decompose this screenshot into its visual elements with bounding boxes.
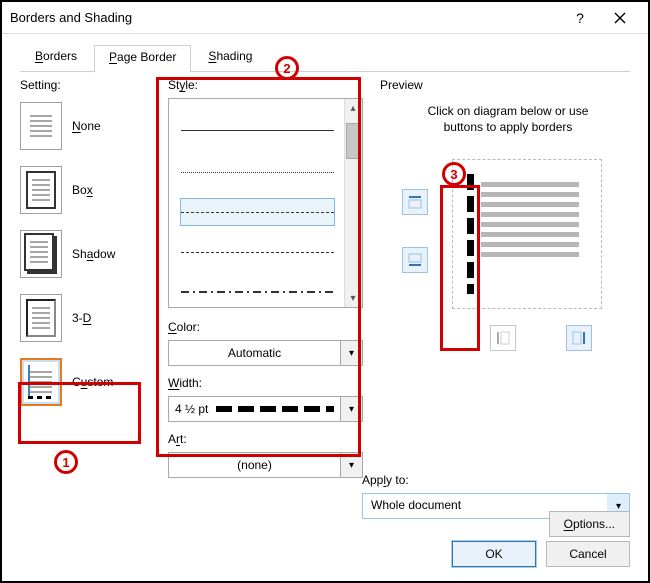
dialog-footer: OK Cancel [452, 541, 630, 567]
cancel-button[interactable]: Cancel [546, 541, 630, 567]
scroll-thumb[interactable] [346, 123, 360, 159]
color-label: Color: [168, 320, 363, 334]
art-label: Art: [168, 432, 363, 446]
scroll-up-icon[interactable]: ▴ [344, 99, 362, 117]
borders-shading-dialog: Borders and Shading ? Borders Page Borde… [2, 2, 648, 581]
setting-3d[interactable]: 3-D [20, 294, 148, 342]
scroll-down-icon[interactable]: ▾ [344, 289, 362, 307]
help-button[interactable]: ? [560, 2, 600, 34]
close-button[interactable] [600, 2, 640, 34]
width-combo[interactable]: 4 ½ pt ▾ [168, 396, 363, 422]
style-opt-dashdot[interactable] [181, 279, 334, 305]
chevron-down-icon[interactable]: ▾ [340, 397, 362, 421]
setting-column: Setting: None Box Shadow 3-D [20, 78, 148, 406]
style-opt-dashed[interactable] [181, 199, 334, 225]
setting-box-label: Box [72, 183, 93, 197]
style-listbox[interactable]: ▴ ▾ [168, 98, 363, 308]
width-value: 4 ½ pt [175, 402, 208, 416]
apply-to-label: Apply to: [362, 473, 630, 487]
setting-none-label: None [72, 119, 101, 133]
setting-custom-label: Custom [72, 375, 113, 389]
style-opt-dotted[interactable] [181, 159, 334, 185]
color-combo[interactable]: Automatic ▾ [168, 340, 363, 366]
width-preview-swatch [216, 406, 334, 412]
preview-hint: Click on diagram below or use buttons to… [398, 104, 618, 135]
preview-header: Preview [380, 78, 630, 92]
setting-shadow[interactable]: Shadow [20, 230, 148, 278]
setting-shadow-label: Shadow [72, 247, 115, 261]
chevron-down-icon[interactable]: ▾ [340, 453, 362, 477]
ok-button[interactable]: OK [452, 541, 536, 567]
apply-to-row: Apply to: Whole document ▾ Options... [362, 473, 630, 519]
chevron-down-icon[interactable]: ▾ [340, 341, 362, 365]
setting-3d-label: 3-D [72, 311, 91, 325]
preview-left-border [467, 174, 474, 294]
border-top-button[interactable] [402, 189, 428, 215]
color-value: Automatic [169, 341, 340, 365]
border-left-button[interactable] [490, 325, 516, 351]
close-icon [614, 12, 626, 24]
style-column: Style: ▴ ▾ Color: Automatic ▾ Width: [168, 78, 363, 478]
style-opt-solid[interactable] [181, 117, 334, 143]
border-bottom-button[interactable] [402, 247, 428, 273]
title-bar: Borders and Shading ? [2, 2, 648, 34]
tab-borders[interactable]: Borders [20, 44, 92, 72]
setting-custom[interactable]: Custom [20, 358, 148, 406]
setting-none[interactable]: None [20, 102, 148, 150]
tab-strip: Borders Page Border Shading [20, 44, 630, 72]
art-combo[interactable]: (none) ▾ [168, 452, 363, 478]
preview-area [380, 147, 630, 347]
tab-page-border[interactable]: Page Border [94, 45, 191, 73]
setting-header: Setting: [20, 78, 148, 92]
art-value: (none) [169, 453, 340, 477]
width-label: Width: [168, 376, 363, 390]
style-label: Style: [168, 78, 363, 92]
preview-diagram[interactable] [452, 159, 602, 309]
tab-shading[interactable]: Shading [193, 44, 267, 72]
preview-column: Preview Click on diagram below or use bu… [380, 78, 630, 347]
setting-box[interactable]: Box [20, 166, 148, 214]
border-right-button[interactable] [566, 325, 592, 351]
style-scrollbar[interactable]: ▴ ▾ [344, 99, 362, 307]
window-title: Borders and Shading [10, 10, 560, 25]
style-opt-dashed2[interactable] [181, 239, 334, 265]
options-button[interactable]: Options... [549, 511, 630, 537]
